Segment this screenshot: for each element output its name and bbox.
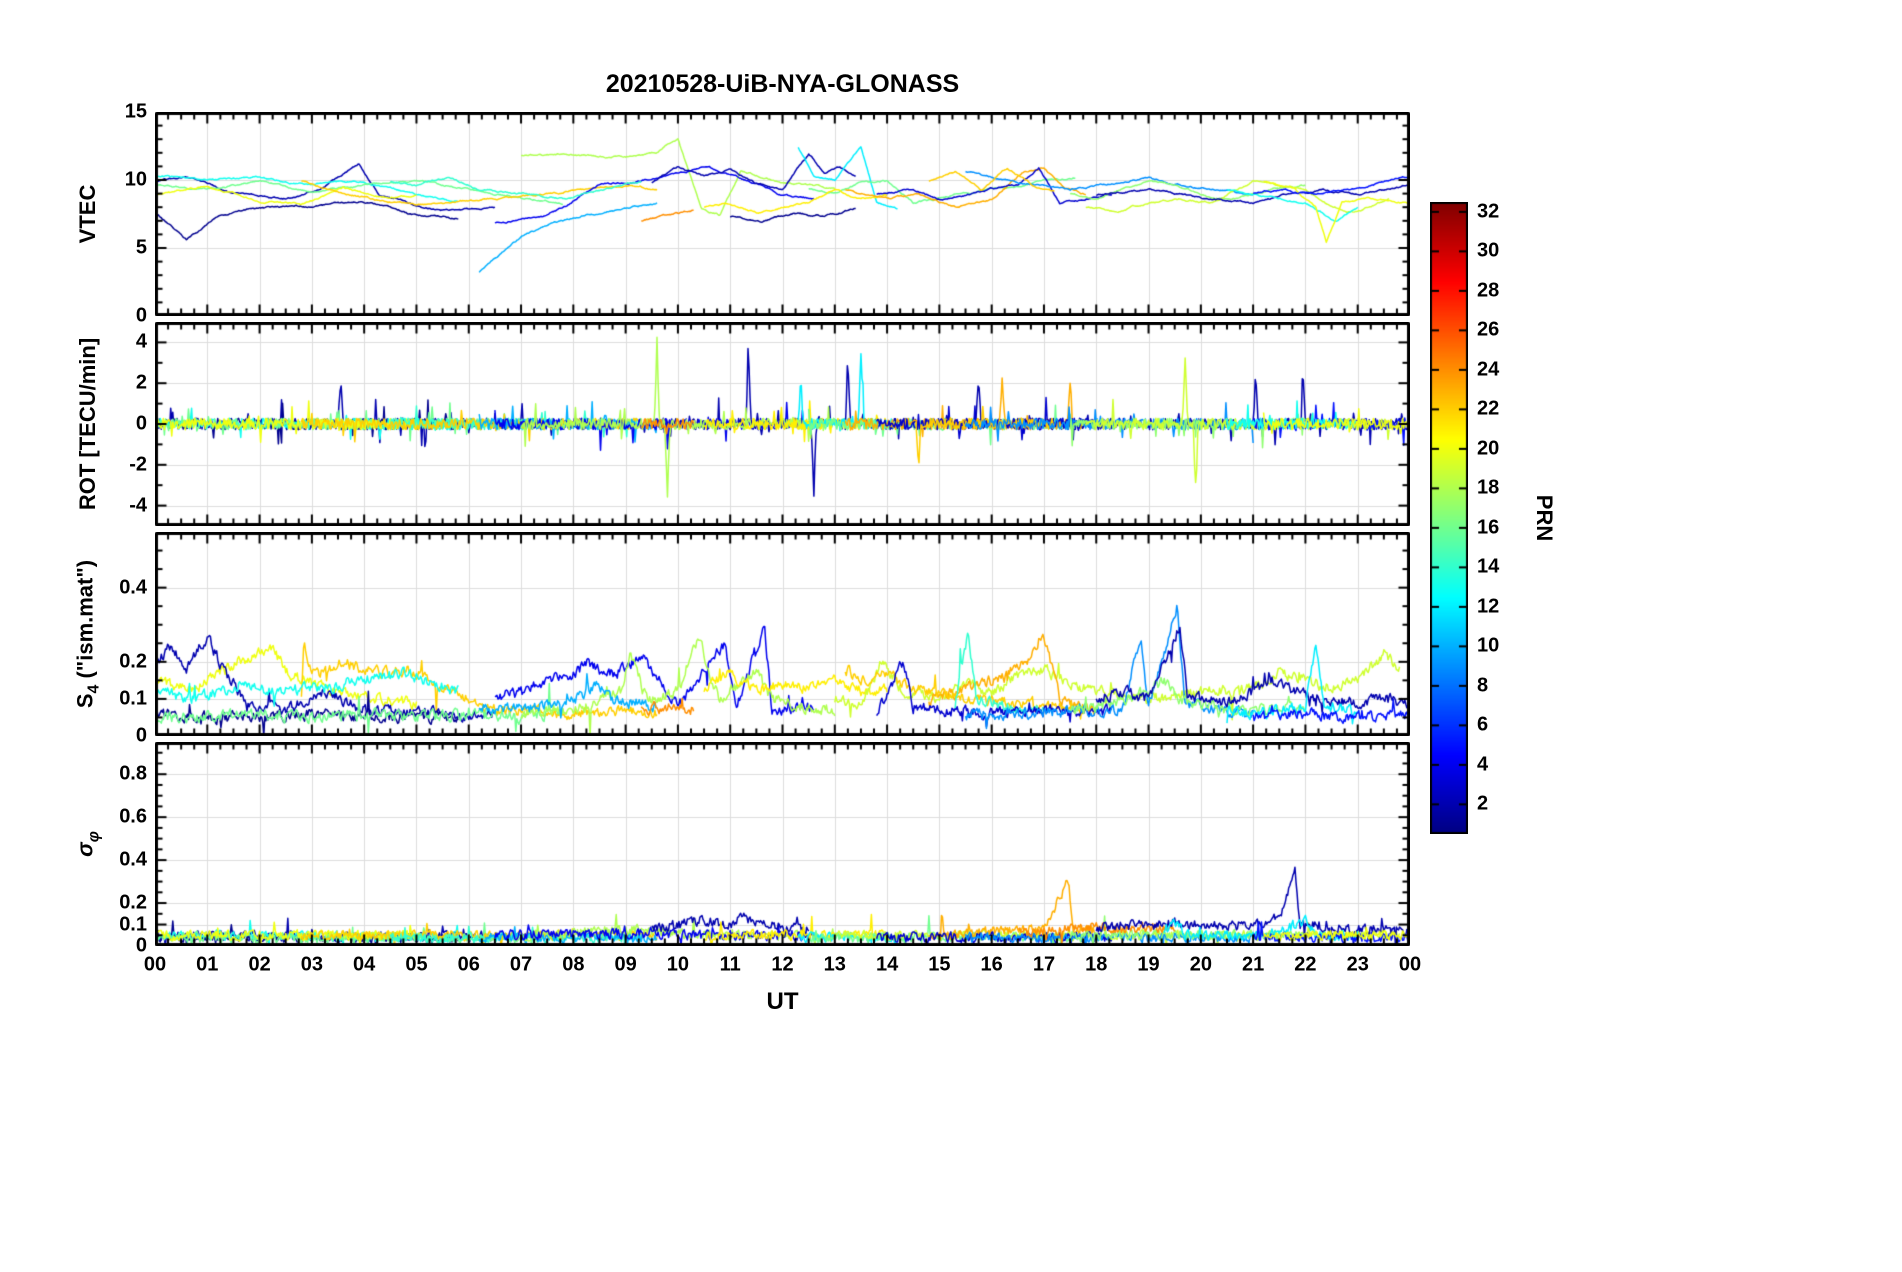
y-tick-label: 0.1 (119, 913, 147, 936)
x-tick-label: 17 (1032, 953, 1056, 976)
y-tick-label: 0 (135, 934, 147, 957)
x-tick-label: 13 (823, 953, 846, 976)
colorbar-tick-label: 14 (1477, 555, 1500, 578)
x-tick-label: 16 (980, 953, 1003, 976)
x-tick-label: 18 (1085, 953, 1108, 976)
colorbar-tick-label: 26 (1477, 318, 1500, 341)
y-tick-label: 0 (135, 304, 147, 327)
y-tick-label: 15 (124, 100, 147, 123)
x-tick-label: 04 (353, 953, 376, 976)
y-tick-label: 0 (135, 412, 147, 435)
x-tick-label: 07 (509, 953, 533, 976)
ylabel-part: VTEC (75, 184, 100, 244)
colorbar-tick-label: 16 (1477, 516, 1500, 539)
ylabel-2: S4 ("ism.mat") (72, 560, 103, 708)
x-tick-label: 10 (666, 953, 690, 976)
y-tick-label: 5 (135, 236, 147, 259)
panel-s4 (155, 532, 1410, 736)
x-tick-label: 06 (457, 953, 480, 976)
colorbar-tick-label: 6 (1477, 713, 1489, 736)
y-tick-label: 0.8 (119, 762, 147, 785)
y-tick-label: 0.4 (119, 576, 147, 599)
x-tick-label: 12 (771, 953, 794, 976)
colorbar-tick-label: 2 (1477, 792, 1489, 815)
y-tick-label: -4 (129, 494, 147, 517)
colorbar-tick-label: 4 (1477, 753, 1489, 776)
colorbar-tick-label: 24 (1477, 358, 1500, 381)
y-tick-label: 0.6 (119, 805, 147, 828)
x-tick-label: 00 (1398, 953, 1422, 976)
panel-vtec (155, 112, 1410, 316)
panel-canvas-vtec (155, 112, 1410, 316)
panel-sigma-phi (155, 742, 1410, 946)
x-tick-label: 01 (196, 953, 219, 976)
colorbar-tick-label: 18 (1477, 476, 1500, 499)
x-tick-label: 15 (928, 953, 951, 976)
x-tick-label: 03 (300, 953, 323, 976)
ylabel-3: σφ (72, 831, 103, 857)
x-tick-label: 22 (1294, 953, 1317, 976)
x-tick-label: 19 (1137, 953, 1160, 976)
x-tick-label: 05 (405, 953, 428, 976)
y-tick-label: 0.2 (119, 891, 147, 914)
ylabel-part: ("ism.mat") (72, 559, 98, 685)
plot-title: 20210528-UiB-NYA-GLONASS (605, 70, 960, 98)
y-tick-label: 0.2 (119, 650, 147, 673)
y-tick-label: -2 (129, 453, 147, 476)
x-tick-label: 09 (614, 953, 637, 976)
panel-canvas-rot (155, 322, 1410, 526)
y-tick-label: 0.4 (119, 848, 147, 871)
colorbar-tick-label: 32 (1477, 200, 1500, 223)
colorbar-tick-label: 8 (1477, 674, 1489, 697)
panel-rot (155, 322, 1410, 526)
ylabel-1: ROT [TECU/min] (75, 338, 101, 510)
colorbar (1430, 202, 1468, 834)
colorbar-label: PRN (1532, 494, 1557, 542)
ylabel-part: S (72, 693, 98, 709)
ylabel-part: σ (72, 842, 98, 857)
x-tick-label: 20 (1189, 953, 1212, 976)
y-tick-label: 10 (124, 168, 147, 191)
ylabel-part: φ (85, 831, 103, 843)
colorbar-tick-label: 10 (1477, 634, 1500, 657)
x-tick-label: 08 (562, 953, 585, 976)
ylabel-part: ROT [TECU/min] (75, 337, 100, 511)
panel-canvas-s4 (155, 532, 1410, 736)
x-tick-label: 21 (1242, 953, 1265, 976)
x-tick-label: 23 (1346, 953, 1369, 976)
y-tick-label: 0.1 (119, 687, 147, 710)
x-tick-label: 02 (248, 953, 271, 976)
x-axis-label: UT (766, 988, 799, 1015)
x-tick-label: 00 (143, 953, 167, 976)
colorbar-tick-label: 12 (1477, 595, 1500, 618)
y-tick-label: 2 (135, 371, 147, 394)
y-tick-label: 4 (135, 330, 147, 353)
colorbar-tick-label: 30 (1477, 239, 1500, 262)
ylabel-0: VTEC (75, 185, 101, 244)
y-tick-label: 0 (135, 724, 147, 747)
colorbar-tick-label: 20 (1477, 437, 1500, 460)
colorbar-tick-label: 28 (1477, 279, 1500, 302)
x-tick-label: 11 (719, 953, 741, 976)
panel-canvas-sigma-phi (155, 742, 1410, 946)
x-tick-label: 14 (875, 953, 899, 976)
colorbar-canvas (1430, 202, 1468, 834)
colorbar-tick-label: 22 (1477, 397, 1500, 420)
ylabel-part: 4 (85, 684, 103, 694)
